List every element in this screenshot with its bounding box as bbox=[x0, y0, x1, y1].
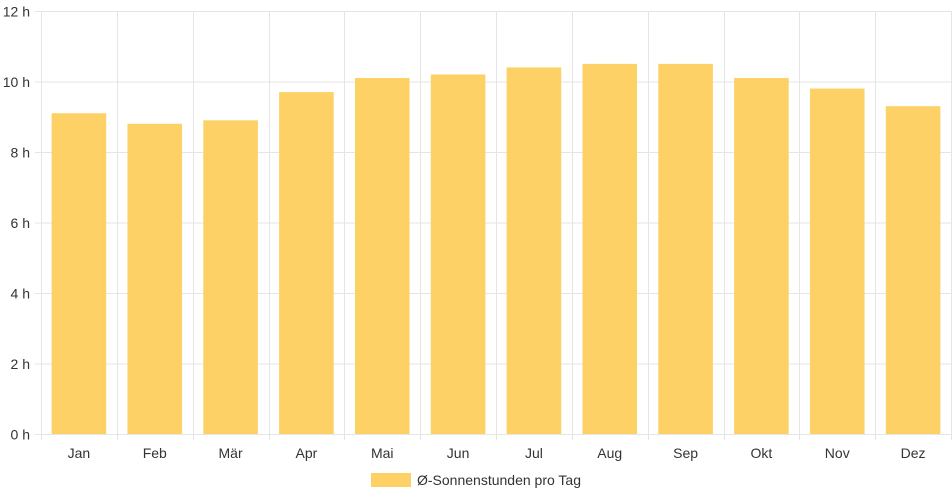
chart-legend[interactable]: Ø-Sonnenstunden pro Tag bbox=[0, 472, 952, 488]
x-tick-label: Aug bbox=[597, 445, 622, 461]
x-tick-label: Feb bbox=[143, 445, 167, 461]
y-tick-label: 6 h bbox=[11, 215, 30, 231]
y-tick-label: 2 h bbox=[11, 356, 30, 372]
bar-6[interactable] bbox=[430, 74, 486, 434]
x-tick-label: Mai bbox=[371, 445, 394, 461]
y-tick-label: 12 h bbox=[3, 4, 30, 20]
bar-12[interactable] bbox=[885, 106, 941, 435]
bar-11[interactable] bbox=[809, 88, 865, 435]
y-tick-label: 10 h bbox=[3, 74, 30, 90]
bar-1[interactable] bbox=[51, 113, 107, 434]
y-tick-label: 8 h bbox=[11, 145, 30, 161]
bar-10[interactable] bbox=[734, 77, 789, 434]
bar-4[interactable] bbox=[279, 92, 334, 434]
x-tick-label: Dez bbox=[901, 445, 926, 461]
legend-swatch bbox=[371, 473, 411, 487]
bar-5[interactable] bbox=[354, 77, 410, 434]
x-tick-label: Sep bbox=[673, 445, 698, 461]
bar-9[interactable] bbox=[658, 63, 713, 434]
y-tick-label: 4 h bbox=[11, 286, 30, 302]
bar-8[interactable] bbox=[582, 63, 638, 434]
legend-label: Ø-Sonnenstunden pro Tag bbox=[417, 472, 581, 488]
y-tick-label: 0 h bbox=[11, 427, 30, 443]
x-tick-label: Jan bbox=[68, 445, 91, 461]
x-tick-label: Okt bbox=[751, 445, 773, 461]
bar-3[interactable] bbox=[203, 120, 258, 435]
bar-2[interactable] bbox=[127, 123, 183, 435]
x-tick-label: Jun bbox=[447, 445, 470, 461]
bar-7[interactable] bbox=[506, 67, 562, 435]
x-tick-label: Mär bbox=[219, 445, 243, 461]
x-tick-label: Jul bbox=[525, 445, 543, 461]
x-tick-label: Apr bbox=[296, 445, 318, 461]
x-tick-label: Nov bbox=[825, 445, 850, 461]
